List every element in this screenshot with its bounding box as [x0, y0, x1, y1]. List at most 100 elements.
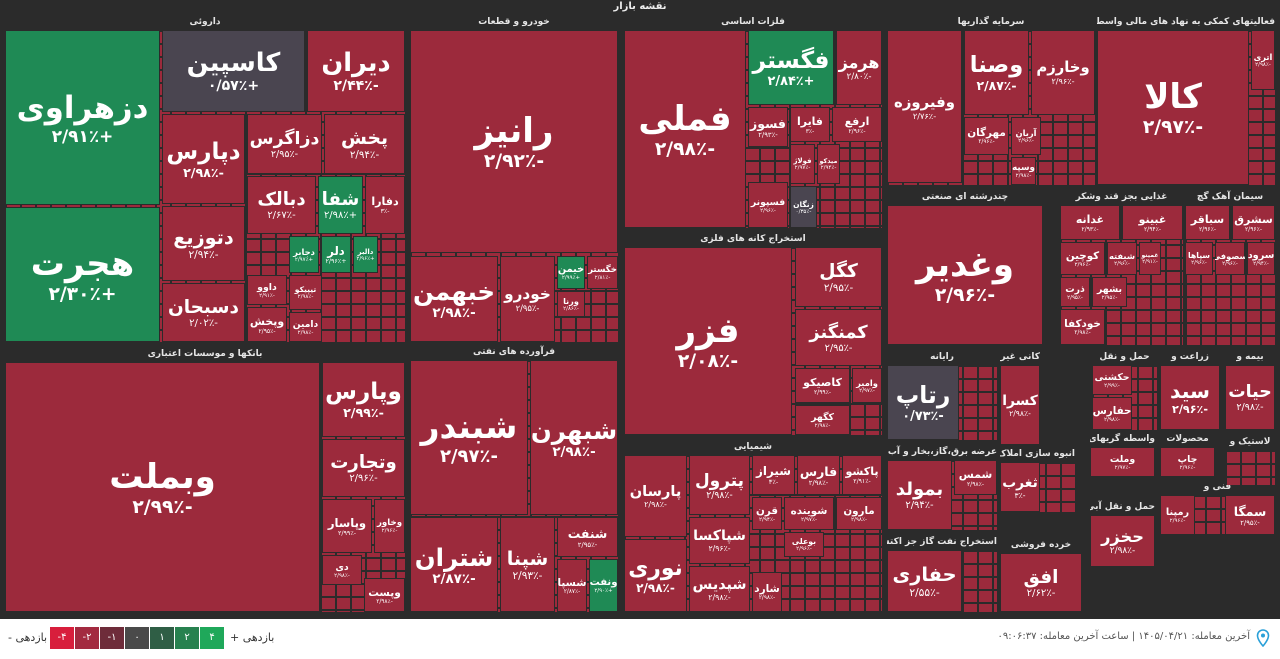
- stock-tile: آریان -۲/۹۶٪: [1011, 117, 1041, 155]
- stock-name: وپارس: [325, 379, 402, 405]
- sector-title: خودرو و قطعات: [478, 17, 550, 27]
- map-title: نقشه بازار: [613, 1, 667, 12]
- stock-change: -۲/۹۸٪: [1255, 62, 1271, 68]
- stock-name: دجابر: [293, 246, 315, 257]
- stock-change: -۲/۹۸٪: [1103, 416, 1121, 423]
- stock-name: وپست: [368, 585, 401, 599]
- stock-name: کسرا: [1002, 392, 1038, 409]
- stock-name: شیراز: [756, 464, 792, 478]
- stock-tile: بوعلی -۲/۹۶٪: [784, 532, 824, 557]
- stock-change: +۲/۹۶٪: [325, 258, 347, 265]
- footer: بازدهی - بازدهی + آخرین معامله: ۱۴۰۵/۰۴/…: [0, 619, 1280, 659]
- stock-tile: قرن -۲/۹۴٪: [752, 497, 782, 530]
- stock-change: -۲/۹۴٪: [1253, 261, 1269, 267]
- stock-change: -۲/۹۸٪: [706, 489, 733, 501]
- stock-tile: وسپه -۲/۹۸٪: [1011, 157, 1036, 185]
- stock-name: ونفت: [589, 577, 618, 588]
- stock-change: -۲/۹۸٪: [297, 294, 314, 300]
- stock-tile: کاصیکو -۲/۹۹٪: [795, 368, 850, 403]
- stock-change: +۲/۹۰٪: [594, 588, 613, 594]
- stock-name: سید: [1170, 379, 1210, 403]
- stock-change: -۲/۹۴٪: [349, 148, 380, 161]
- stock-name: وفیروزه: [894, 92, 955, 111]
- stock-name: مهرگان: [967, 127, 1006, 139]
- stock-tile: دپارس -۲/۹۸٪: [162, 114, 245, 204]
- stock-tile: ورنا -۲/۸۶٪: [557, 291, 585, 317]
- stock-tile: سرود -۲/۹۴٪: [1247, 242, 1275, 275]
- stock-name: کاصیکو: [803, 375, 842, 389]
- stock-tile: نوری -۲/۹۸٪: [624, 539, 687, 612]
- stock-change: -۲/۹۸٪: [1074, 330, 1091, 336]
- stock-tile: رمپنا -۲/۹۶٪: [1160, 495, 1195, 535]
- stock-change: +۲/۹۶٪: [356, 255, 375, 262]
- stock-tile: شیراز -۳٪: [752, 455, 795, 495]
- stock-name: هرمز: [838, 53, 880, 72]
- stock-name: سمگا: [1233, 503, 1267, 519]
- stock-tile: فسپونر -۲/۹۶٪: [748, 182, 788, 228]
- sector-title: بیمه و: [1236, 352, 1264, 362]
- sector-title: فلزات اساسی: [721, 17, 785, 27]
- stock-change: -۲/۹۸٪: [814, 422, 831, 429]
- stock-name: هجرت: [30, 244, 135, 284]
- stock-tile: کگهر -۲/۹۸٪: [795, 405, 850, 435]
- stock-change: -۲/۹۱٪: [259, 292, 275, 299]
- stock-tile: شنفت -۲/۹۵٪: [557, 517, 618, 557]
- stock-tile: ذرت -۲/۹۵٪: [1060, 277, 1090, 307]
- sector-title: عرضه برق،گاز،بخار و آب گرم: [887, 447, 997, 457]
- stock-tile: کاسپین +۰/۵۷٪: [162, 30, 305, 112]
- stock-change: -۲/۶۷٪: [267, 210, 296, 221]
- stock-tile: کالا -۲/۹۷٪: [1097, 30, 1249, 185]
- stock-name: پارسان: [629, 483, 682, 500]
- stock-name: ثغرب: [1002, 474, 1038, 491]
- last-trade: آخرین معامله: ۱۴۰۵/۰۴/۲۱ | ساعت آخرین مع…: [997, 631, 1250, 642]
- stock-tile: فارس -۲/۹۸٪: [797, 455, 840, 495]
- stock-name: زنگان: [793, 199, 814, 209]
- stock-change: -۲/۹۵٪: [515, 303, 540, 313]
- stock-name: بشهر: [1096, 283, 1123, 295]
- stock-change: -۲/۹۹٪: [343, 405, 384, 420]
- stock-tile: شبندر -۲/۹۷٪: [410, 360, 528, 515]
- stock-tile: وپارس -۲/۹۹٪: [322, 362, 405, 437]
- stock-change: -۲/۹۶٪: [1179, 464, 1196, 471]
- stock-name: بمولد: [895, 479, 944, 500]
- stock-name: شارد: [754, 583, 780, 595]
- stock-name: دلر: [327, 244, 345, 258]
- stock-change: -۲/۹۴٪: [188, 249, 219, 261]
- stock-name: دزهراوی: [16, 89, 149, 126]
- stock-tile: دلر +۲/۹۶٪: [321, 236, 351, 273]
- stock-change: -۳٪: [380, 208, 390, 215]
- stock-name: شمس: [958, 467, 993, 481]
- stock-change: -۲/۸۱٪: [594, 274, 611, 281]
- stock-change: -۲/۹۵٪: [824, 342, 853, 354]
- stock-tile: حخزر -۲/۹۸٪: [1090, 515, 1155, 567]
- stock-name: قرن: [756, 504, 778, 517]
- stock-name: کالا: [1144, 77, 1202, 117]
- stock-tile: چاپ -۲/۹۶٪: [1160, 447, 1215, 477]
- stock-change: -۲/۹۸٪: [1236, 402, 1264, 413]
- stock-name: غدانه: [1075, 212, 1105, 226]
- stock-change: -۲/۹۴٪: [758, 516, 776, 523]
- sector-title: کانی غیر فلزی: [1000, 352, 1040, 362]
- pin-icon: [1256, 629, 1270, 647]
- stock-tile: کگل -۲/۹۵٪: [795, 247, 882, 307]
- stock-name: دپارس: [166, 138, 241, 165]
- stock-name: سصوفی: [1215, 250, 1245, 261]
- stock-name: فسپونر: [750, 196, 786, 208]
- sector-title: انبوه سازی املاک و: [1000, 449, 1075, 459]
- stock-change: -۰/۳۵٪: [795, 208, 812, 215]
- stock-tile: دتوزیع -۲/۹۴٪: [162, 206, 245, 281]
- stock-change: -۰/۷۳٪: [902, 409, 944, 424]
- stock-tile: رانیز -۲/۹۲٪: [410, 30, 618, 253]
- stock-tile: دزاگرس -۲/۹۵٪: [247, 114, 322, 174]
- stock-name: ارفع: [844, 114, 870, 128]
- stock-name: شپدیس: [692, 576, 747, 593]
- stock-name: مارون: [843, 504, 875, 517]
- stock-tile: داوو -۲/۹۱٪: [247, 275, 287, 305]
- stock-name: شسپا: [557, 576, 587, 589]
- stock-change: -۲/۹۴٪: [1143, 225, 1162, 233]
- stock-change: -۲/۹۹٪: [337, 529, 357, 537]
- stock-name: آریان: [1015, 128, 1037, 138]
- stock-name: شتران: [414, 542, 494, 572]
- stock-change: -۲/۹۳٪: [512, 570, 543, 582]
- stock-name: دیران: [321, 48, 391, 78]
